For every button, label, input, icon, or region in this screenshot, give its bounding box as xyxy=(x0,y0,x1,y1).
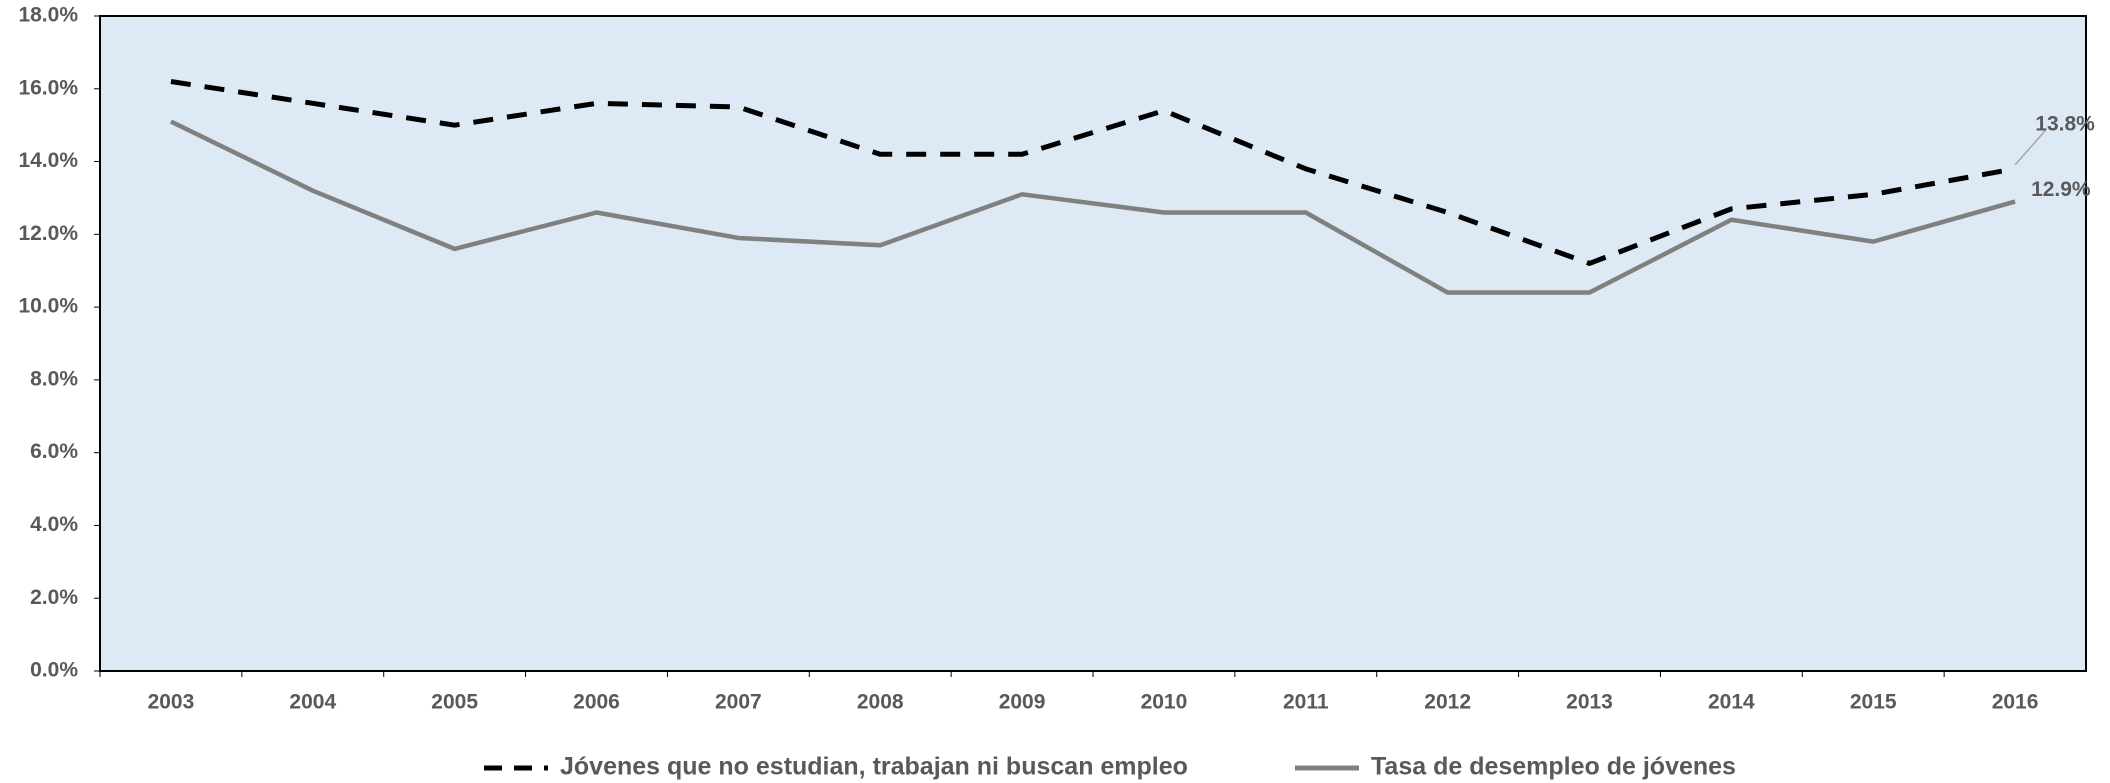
y-tick-label: 0.0% xyxy=(30,659,78,682)
x-tick-label: 2011 xyxy=(1283,691,1329,714)
x-tick-label: 2005 xyxy=(431,691,478,714)
y-tick-label: 18.0% xyxy=(18,4,78,27)
x-tick-label: 2010 xyxy=(1141,691,1188,714)
y-tick-label: 12.0% xyxy=(18,222,78,245)
y-tick-label: 6.0% xyxy=(30,440,78,463)
data-label: 13.8% xyxy=(2035,112,2095,135)
y-tick-label: 2.0% xyxy=(30,586,78,609)
x-tick-label: 2004 xyxy=(289,691,336,714)
y-tick-label: 10.0% xyxy=(18,295,78,318)
x-tick-label: 2016 xyxy=(1992,691,2039,714)
legend-label: Jóvenes que no estudian, trabajan ni bus… xyxy=(560,753,1188,781)
x-tick-label: 2009 xyxy=(999,691,1046,714)
y-tick-label: 8.0% xyxy=(30,367,78,390)
x-tick-label: 2012 xyxy=(1424,691,1471,714)
x-tick-label: 2007 xyxy=(715,691,762,714)
y-tick-label: 4.0% xyxy=(30,513,78,536)
y-tick-label: 16.0% xyxy=(18,76,78,99)
series-line xyxy=(169,119,2016,295)
y-tick-label: 14.0% xyxy=(18,149,78,172)
x-tick-label: 2015 xyxy=(1850,691,1897,714)
series-line xyxy=(170,79,2016,266)
x-tick-label: 2003 xyxy=(148,691,195,714)
leader-line xyxy=(2014,130,2046,166)
x-tick-label: 2008 xyxy=(857,691,904,714)
legend-label: Tasa de desempleo de jóvenes xyxy=(1371,753,1736,781)
x-tick-label: 2013 xyxy=(1566,691,1613,714)
x-tick-label: 2014 xyxy=(1708,691,1755,714)
plot-area xyxy=(99,15,2087,672)
x-tick-label: 2006 xyxy=(573,691,620,714)
data-label: 12.9% xyxy=(2031,178,2091,201)
